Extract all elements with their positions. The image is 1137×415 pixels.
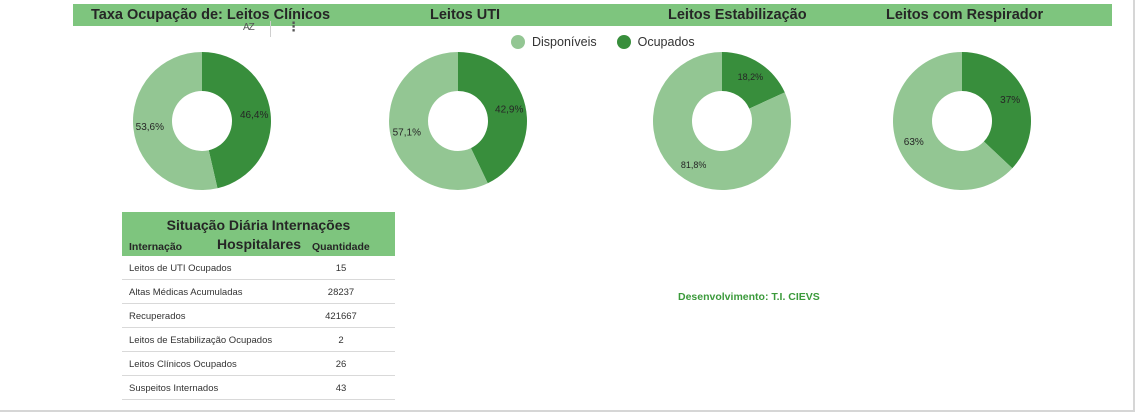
chart-title-leitos-clinicos: Taxa Ocupação de: Leitos Clínicos — [91, 7, 331, 23]
cell-qty: 26 — [335, 359, 347, 370]
donut-slice-leitos-estabilizacao-ocupados[interactable] — [722, 52, 785, 109]
donut-label-leitos-clinicos-disponiveis: 53,6% — [136, 122, 164, 133]
footer-credit: Desenvolvimento: T.I. CIEVS — [678, 291, 820, 303]
table-title-line1: Situação Diária Internações — [166, 217, 351, 233]
legend-item-disponiveis[interactable]: Disponíveis — [511, 35, 597, 49]
donut-label-leitos-respirador-disponiveis: 63% — [904, 137, 924, 148]
donut-slice-leitos-estabilizacao-disponiveis[interactable] — [653, 52, 791, 190]
cell-name: Suspeitos Internados — [129, 383, 219, 394]
donut-slice-leitos-uti-disponiveis[interactable] — [389, 52, 488, 190]
cell-qty: 15 — [335, 263, 347, 274]
legend-item-ocupados[interactable]: Ocupados — [616, 35, 695, 49]
more-options-icon[interactable]: ⋮ — [287, 20, 300, 35]
table-row: Recuperados 421667 — [122, 304, 395, 328]
cell-name: Recuperados — [129, 311, 186, 322]
column-header-internacao[interactable]: Internação — [129, 241, 183, 253]
table-header: Situação Diária Internações Hospitalares… — [122, 212, 395, 256]
header-band — [73, 4, 1112, 26]
cell-qty: 28237 — [327, 287, 355, 298]
cell-name: Leitos de Estabilização Ocupados — [129, 335, 273, 346]
donut-slice-leitos-clinicos-disponiveis[interactable] — [133, 52, 218, 190]
cell-name: Altas Médicas Acumuladas — [129, 287, 243, 298]
cell-name: Leitos Clínicos Ocupados — [129, 359, 237, 370]
toolbar-separator — [270, 21, 271, 37]
cell-qty: 421667 — [325, 311, 357, 322]
table-row: Leitos de Estabilização Ocupados 2 — [122, 328, 395, 352]
frame-right-border — [1133, 0, 1135, 412]
donut-label-leitos-uti-disponiveis: 57,1% — [393, 128, 421, 139]
column-header-quantidade[interactable]: Quantidade — [312, 241, 370, 253]
donut-label-leitos-estabilizacao-disponiveis: 81,8% — [681, 160, 707, 170]
donut-label-leitos-uti-ocupados: 42,9% — [495, 104, 523, 115]
cell-qty: 2 — [338, 335, 344, 346]
donut-slice-leitos-respirador-ocupados[interactable] — [962, 52, 1031, 169]
legend-dot-disponiveis — [511, 35, 525, 49]
table-row: Leitos de UTI Ocupados 15 — [122, 256, 395, 280]
donut-label-leitos-respirador-ocupados: 37% — [1000, 95, 1020, 106]
chart-title-leitos-respirador: Leitos com Respirador — [886, 7, 1044, 23]
donut-slice-leitos-clinicos-ocupados[interactable] — [202, 52, 271, 189]
donut-label-leitos-estabilizacao-ocupados: 18,2% — [738, 72, 764, 82]
legend-label-ocupados: Ocupados — [637, 35, 695, 49]
donut-label-leitos-clinicos-ocupados: 46,4% — [240, 110, 268, 121]
cell-qty: 43 — [335, 383, 347, 394]
legend-dot-ocupados — [616, 35, 631, 49]
table-row: Leitos Clínicos Ocupados 26 — [122, 352, 395, 376]
legend-label-disponiveis: Disponíveis — [532, 35, 597, 49]
chart-title-leitos-uti: Leitos UTI — [430, 7, 501, 23]
chart-title-leitos-estabilizacao: Leitos Estabilização — [668, 7, 807, 23]
donut-slice-leitos-respirador-disponiveis[interactable] — [892, 52, 1013, 190]
internacoes-table: Situação Diária Internações Hospitalares… — [122, 212, 395, 400]
donut-slice-leitos-uti-ocupados[interactable] — [458, 52, 527, 184]
table-row: Altas Médicas Acumuladas 28237 — [122, 280, 395, 304]
table-row: Suspeitos Internados 43 — [122, 376, 395, 400]
sort-az-icon[interactable]: AZ — [243, 22, 255, 33]
chart-legend: Disponíveis Ocupados — [511, 35, 715, 49]
frame-bottom-border — [0, 410, 1135, 412]
table-title-line2: Hospitalares — [217, 236, 302, 252]
cell-name: Leitos de UTI Ocupados — [129, 263, 232, 274]
